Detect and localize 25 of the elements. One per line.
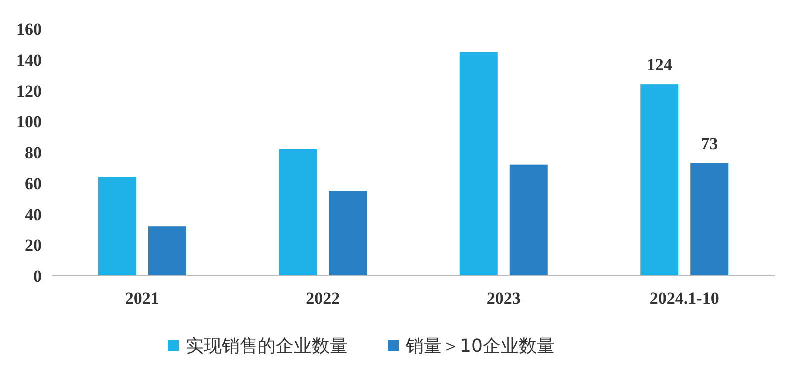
legend-label: 实现销售的企业数量 [186, 336, 348, 357]
y-tick-label: 100 [16, 112, 42, 132]
y-tick-label: 60 [25, 174, 42, 194]
y-tick-label: 0 [34, 267, 42, 286]
bar [279, 149, 318, 276]
bar [329, 191, 368, 276]
bar [640, 84, 679, 276]
bar [98, 177, 136, 276]
y-tick-label: 160 [16, 20, 42, 39]
x-tick-label: 2022 [306, 289, 340, 308]
y-tick-label: 80 [25, 144, 42, 162]
data-label: 73 [701, 134, 718, 154]
bar [148, 226, 186, 276]
bar [510, 164, 548, 276]
x-tick-label: 2021 [125, 289, 160, 308]
x-tick-label: 2023 [486, 289, 521, 308]
bar [460, 52, 498, 276]
legend-label: 销量＞10企业数量 [405, 336, 555, 357]
x-tick-label: 2024.1-10 [650, 289, 720, 308]
y-tick-label: 120 [16, 82, 42, 101]
y-tick-label: 140 [16, 50, 42, 70]
y-tick-label: 40 [25, 205, 42, 224]
data-label: 124 [646, 56, 673, 75]
bar [690, 163, 729, 276]
y-tick-label: 20 [25, 236, 42, 256]
